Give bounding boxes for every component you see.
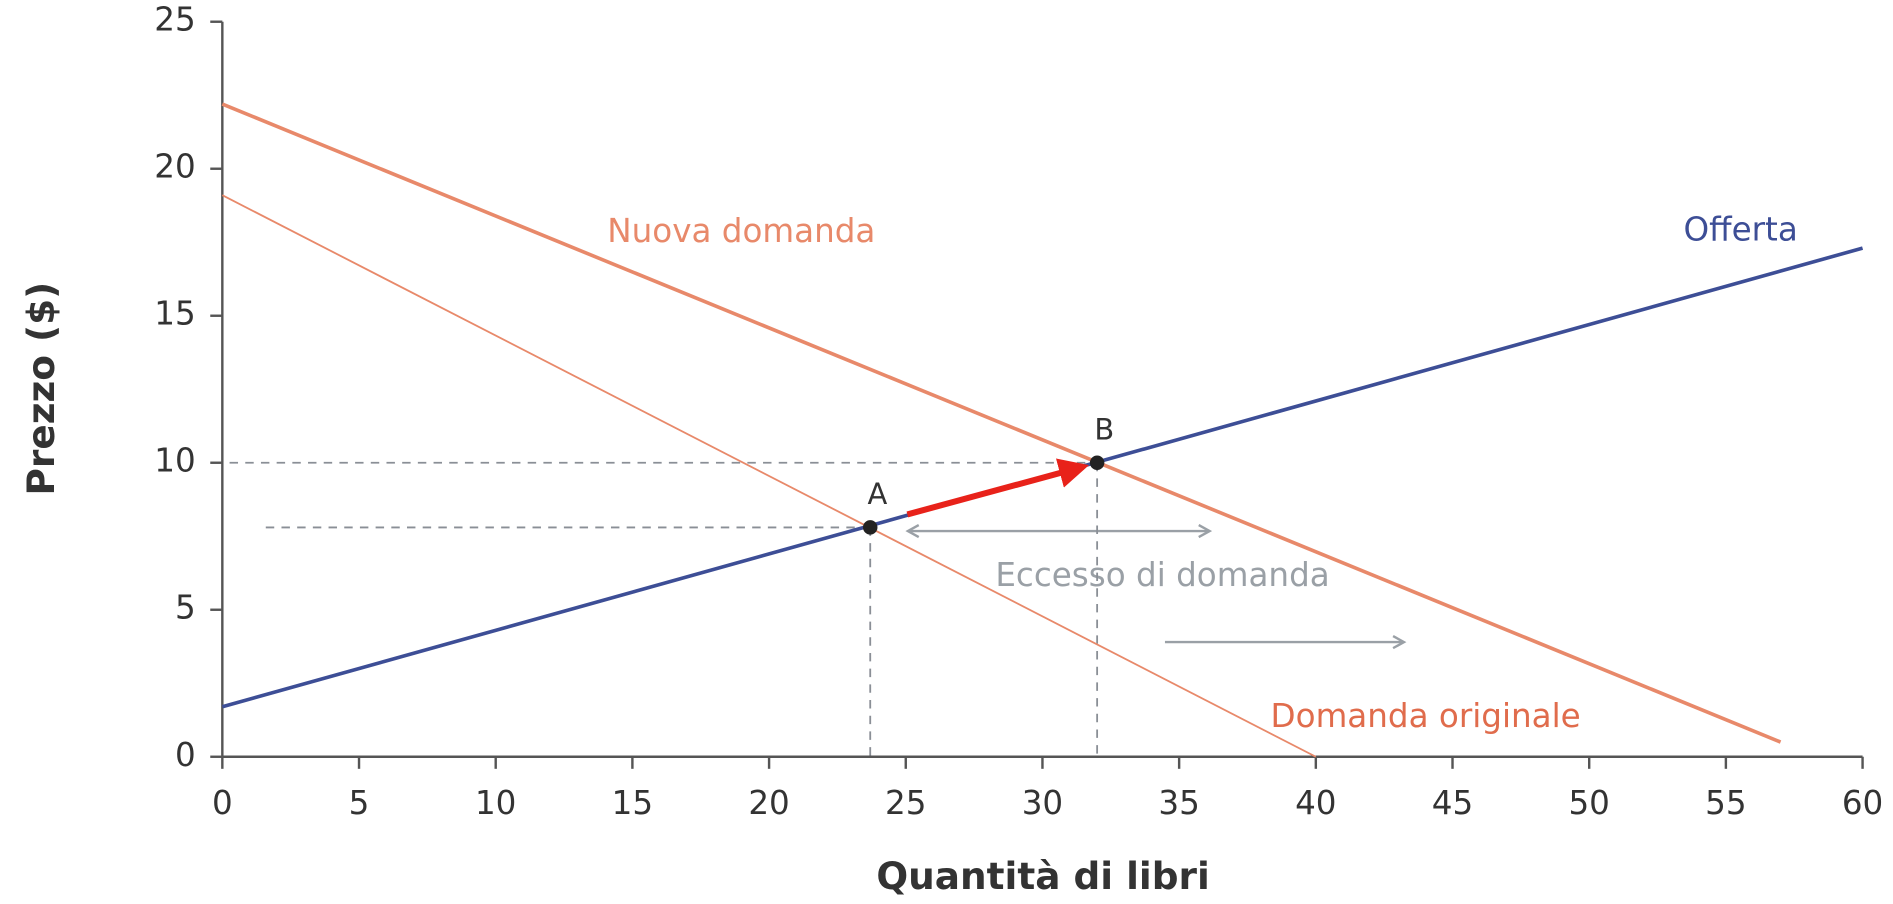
y-tick-label: 20 <box>154 148 195 186</box>
y-tick-label: 5 <box>175 589 196 627</box>
series-label: Nuova domanda <box>607 212 875 250</box>
x-tick-label: 15 <box>612 784 653 822</box>
y-tick-label: 25 <box>154 1 195 39</box>
equilibrium-point <box>1089 455 1105 470</box>
equilibrium-point <box>862 520 878 535</box>
x-tick-label: 50 <box>1568 784 1609 822</box>
x-tick-label: 40 <box>1295 784 1336 822</box>
y-tick-label: 10 <box>154 442 195 480</box>
y-axis-title: Prezzo ($) <box>19 282 63 496</box>
annotation: Eccesso di domanda <box>995 556 1329 594</box>
x-tick-label: 5 <box>349 784 370 822</box>
x-tick-label: 20 <box>748 784 789 822</box>
series-label: Offerta <box>1684 211 1798 249</box>
move-arrow <box>906 458 1090 518</box>
series-label: Domanda originale <box>1271 697 1581 735</box>
x-tick-label: 55 <box>1705 784 1746 822</box>
point-label: A <box>868 477 888 511</box>
y-tick-label: 0 <box>175 736 196 774</box>
x-axis-title: Quantità di libri <box>876 854 1209 898</box>
series-line <box>221 102 1782 744</box>
y-tick-label: 15 <box>154 295 195 333</box>
series-line <box>221 194 1317 758</box>
x-tick-label: 60 <box>1842 784 1883 822</box>
x-tick-label: 25 <box>885 784 926 822</box>
point-label: B <box>1094 412 1114 446</box>
x-tick-label: 0 <box>212 784 233 822</box>
x-tick-label: 30 <box>1022 784 1063 822</box>
x-tick-label: 45 <box>1432 784 1473 822</box>
x-tick-label: 10 <box>475 784 516 822</box>
x-tick-label: 35 <box>1158 784 1199 822</box>
